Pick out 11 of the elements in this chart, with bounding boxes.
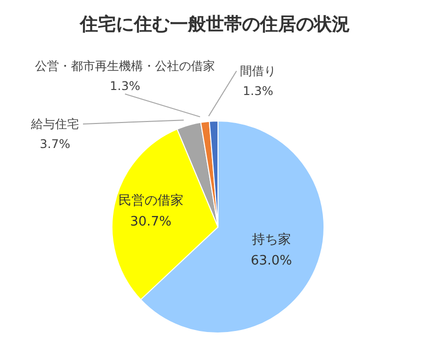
data-label: 63.0% xyxy=(250,253,292,268)
data-label: 1.3% xyxy=(242,84,274,98)
slice-label: 間借り xyxy=(240,64,276,78)
data-label: 1.3% xyxy=(110,79,140,93)
slice-label: 公営・都市再生機構・公社の借家 xyxy=(35,59,215,73)
slice-label: 民営の借家 xyxy=(118,192,184,209)
data-label: 3.7% xyxy=(40,137,70,151)
chart-title: 住宅に住む一般世帯の住居の状況 xyxy=(79,14,350,35)
slice-label: 持ち家 xyxy=(252,231,291,248)
slice-label: 給与住宅 xyxy=(30,117,79,131)
data-label: 30.7% xyxy=(130,214,172,230)
